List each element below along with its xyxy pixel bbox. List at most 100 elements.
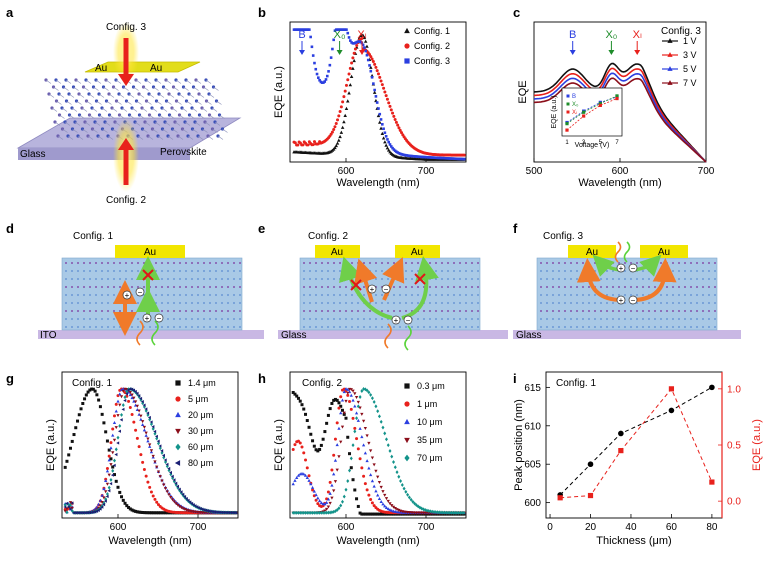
- series-point: [332, 489, 335, 492]
- series-point-config1: [345, 107, 349, 110]
- lattice-dot: [89, 326, 91, 328]
- lattice-dot: [179, 270, 181, 272]
- inset-xlabel-c: Voltage (V): [575, 142, 610, 149]
- lattice-dot: [552, 318, 554, 320]
- lattice-bond: [87, 101, 92, 105]
- legend-marker: [404, 43, 409, 48]
- lattice-dot: [71, 302, 73, 304]
- lattice-dot: [546, 302, 548, 304]
- lattice-dot: [233, 318, 235, 320]
- series-point: [115, 409, 118, 412]
- lattice-dot: [600, 286, 602, 288]
- lattice-dot: [203, 286, 205, 288]
- lattice-dot: [666, 310, 668, 312]
- lattice-dot: [107, 326, 109, 328]
- lattice-dot: [339, 302, 341, 304]
- lattice-dot: [381, 278, 383, 280]
- lattice-dot: [540, 294, 542, 296]
- lattice-bond: [106, 80, 111, 84]
- lattice-dot: [71, 310, 73, 312]
- lattice-dot: [339, 310, 341, 312]
- legend-marker: [404, 419, 410, 424]
- legend-marker: [175, 380, 180, 385]
- inset-tick-label: 1: [565, 140, 569, 146]
- lattice-dot: [465, 310, 467, 312]
- lattice-dot: [477, 302, 479, 304]
- lattice-dot: [570, 278, 572, 280]
- series-point: [329, 502, 332, 505]
- lattice-dot: [221, 318, 223, 320]
- lattice-dot: [612, 278, 614, 280]
- lattice-dot: [215, 286, 217, 288]
- series-point: [301, 403, 304, 406]
- series-point-config2: [396, 124, 399, 127]
- lattice-dot: [423, 310, 425, 312]
- lattice-dot: [696, 326, 698, 328]
- series-point-config3: [382, 127, 385, 130]
- series-point: [306, 466, 309, 469]
- lattice-dot: [393, 286, 395, 288]
- series-point-config1: [365, 45, 369, 48]
- series-point: [114, 453, 117, 456]
- series-point-config3: [312, 54, 315, 57]
- lattice-dot: [173, 270, 175, 272]
- lattice-dot: [660, 262, 662, 264]
- eqe-point: [588, 493, 593, 498]
- lattice-dot: [405, 262, 407, 264]
- lattice-dot: [221, 262, 223, 264]
- lattice-dot: [345, 278, 347, 280]
- series-point-config1: [346, 99, 350, 102]
- lattice-dot: [690, 326, 692, 328]
- lattice-dot: [155, 262, 157, 264]
- lattice-bond: [187, 101, 192, 105]
- series-point: [357, 505, 360, 508]
- lattice-dot: [411, 278, 413, 280]
- lattice-dot: [435, 278, 437, 280]
- lattice-dot: [155, 278, 157, 280]
- series-point: [64, 466, 67, 469]
- lattice-dot: [131, 302, 133, 304]
- lattice-dot: [239, 262, 241, 264]
- series-point: [341, 399, 344, 402]
- lattice-dot: [576, 302, 578, 304]
- lattice-dot: [678, 326, 680, 328]
- lattice-dot: [239, 318, 241, 320]
- lattice-dot: [321, 326, 323, 328]
- panel-letter-h: h: [258, 371, 266, 386]
- lattice-dot: [77, 294, 79, 296]
- lattice-dot: [369, 262, 371, 264]
- series-point-config3: [386, 138, 389, 141]
- lattice-dot: [71, 286, 73, 288]
- peak-position-line: [560, 387, 712, 495]
- lattice-dot: [606, 310, 608, 312]
- lattice-dot: [233, 326, 235, 328]
- lattice-dot: [684, 278, 686, 280]
- lattice-dot: [672, 278, 674, 280]
- lattice-dot: [387, 270, 389, 272]
- lattice-dot: [303, 318, 305, 320]
- lattice-dot: [167, 318, 169, 320]
- panel-letter-a: a: [6, 5, 14, 20]
- lattice-dot: [666, 278, 668, 280]
- lattice-dot: [564, 270, 566, 272]
- lattice-dot: [540, 278, 542, 280]
- lattice-dot: [381, 310, 383, 312]
- lattice-dot: [363, 326, 365, 328]
- series-point: [329, 407, 332, 410]
- lattice-dot: [351, 270, 353, 272]
- lattice-dot: [321, 262, 323, 264]
- series-point: [367, 466, 370, 469]
- lattice-bond: [206, 80, 211, 84]
- series-point: [104, 490, 107, 493]
- lattice-dot: [89, 270, 91, 272]
- lattice-dot: [588, 286, 590, 288]
- lattice-dot: [606, 270, 608, 272]
- series-point: [81, 402, 84, 405]
- eqe-point: [558, 495, 563, 500]
- lattice-dot: [459, 278, 461, 280]
- series-point: [108, 474, 111, 477]
- lattice-dot: [101, 286, 103, 288]
- series-point: [311, 439, 314, 442]
- lattice-dot: [654, 326, 656, 328]
- lattice-dot: [441, 302, 443, 304]
